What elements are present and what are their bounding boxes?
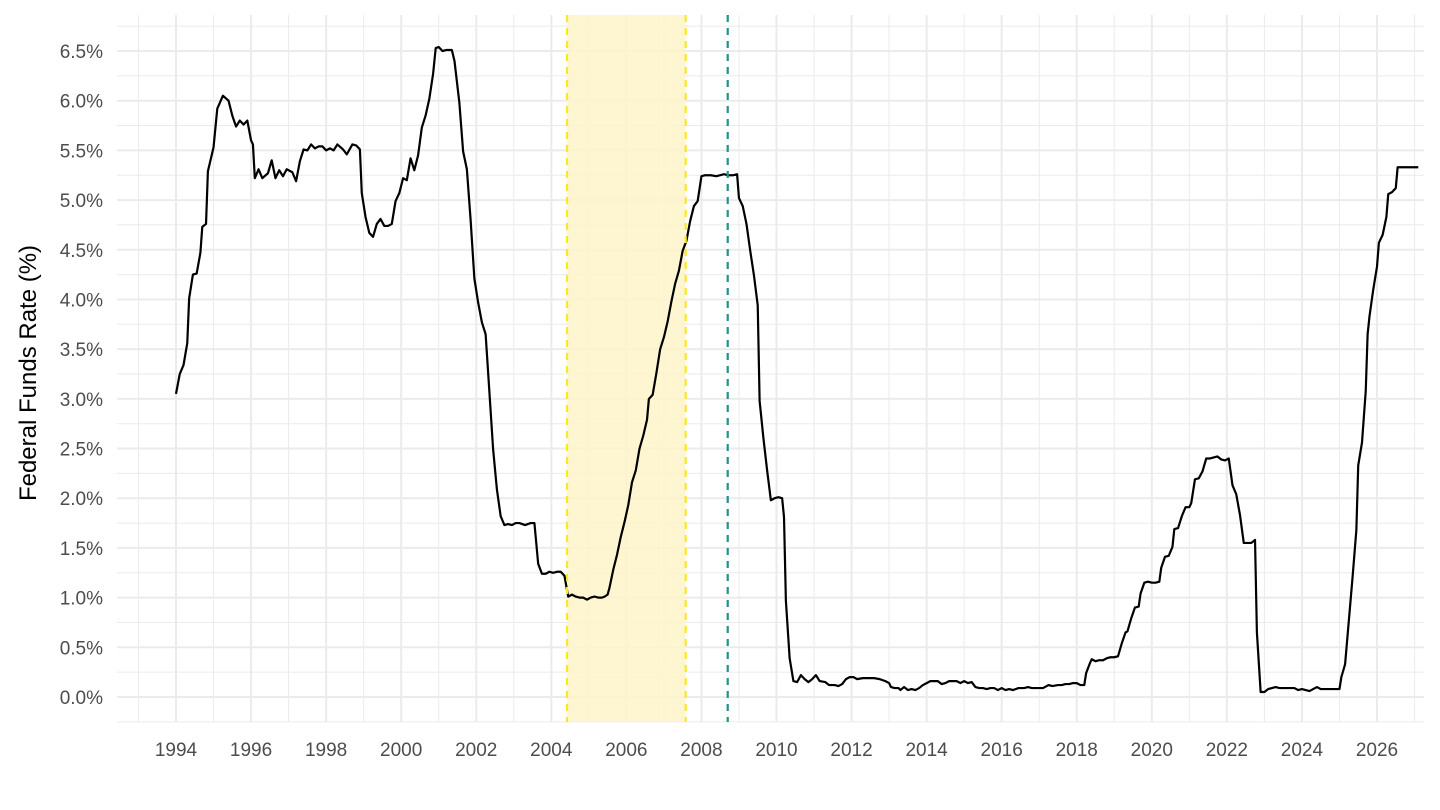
y-tick-label: 3.0% bbox=[60, 390, 103, 411]
y-tick-label: 0.0% bbox=[60, 688, 103, 709]
x-tick-label: 2024 bbox=[1281, 740, 1324, 761]
x-tick-label: 2004 bbox=[530, 740, 573, 761]
y-tick-label: 4.5% bbox=[60, 241, 103, 262]
reference-lines bbox=[565, 15, 729, 722]
y-tick-label: 4.0% bbox=[60, 290, 103, 311]
shaded-period bbox=[567, 15, 686, 722]
y-tick-label: 1.0% bbox=[60, 589, 103, 610]
x-tick-label: 2010 bbox=[755, 740, 797, 761]
x-tick-label: 2002 bbox=[455, 740, 497, 761]
x-tick-label: 2020 bbox=[1131, 740, 1173, 761]
x-tick-label: 1998 bbox=[305, 740, 347, 761]
y-tick-label: 2.5% bbox=[60, 440, 103, 461]
x-tick-label: 2008 bbox=[680, 740, 722, 761]
x-tick-label: 1994 bbox=[155, 740, 198, 761]
x-tick-label: 2012 bbox=[830, 740, 872, 761]
y-axis-title: Federal Funds Rate (%) bbox=[15, 245, 42, 501]
shaded-region bbox=[567, 15, 686, 722]
y-tick-label: 1.5% bbox=[60, 539, 103, 560]
y-tick-label: 0.5% bbox=[60, 638, 103, 659]
x-tick-label: 1996 bbox=[230, 740, 272, 761]
x-tick-label: 2026 bbox=[1356, 740, 1398, 761]
y-tick-label: 5.0% bbox=[60, 191, 103, 212]
x-axis-ticks: 1994 1996 1998 2000 2002 2004 2006 2008 2010 2012… bbox=[155, 740, 1398, 761]
y-tick-label: 5.5% bbox=[60, 141, 103, 162]
y-tick-label: 6.0% bbox=[60, 92, 103, 113]
x-tick-label: 2016 bbox=[981, 740, 1023, 761]
y-tick-label: 3.5% bbox=[60, 340, 103, 361]
series-line bbox=[174, 45, 1419, 694]
y-axis-ticks: 0.0% 0.5% 1.0% 1.5% 2.0% 2.5% 3.0% 3.5% 4.0% 4.5%… bbox=[60, 42, 103, 709]
x-tick-label: 2014 bbox=[905, 740, 948, 761]
x-tick-label: 2000 bbox=[380, 740, 422, 761]
data-series bbox=[174, 45, 1419, 694]
x-tick-label: 2022 bbox=[1206, 740, 1248, 761]
x-tick-label: 2018 bbox=[1056, 740, 1098, 761]
gridlines bbox=[117, 15, 1424, 723]
y-tick-label: 6.5% bbox=[60, 42, 103, 63]
y-tick-label: 2.0% bbox=[60, 489, 103, 510]
x-tick-label: 2006 bbox=[605, 740, 647, 761]
